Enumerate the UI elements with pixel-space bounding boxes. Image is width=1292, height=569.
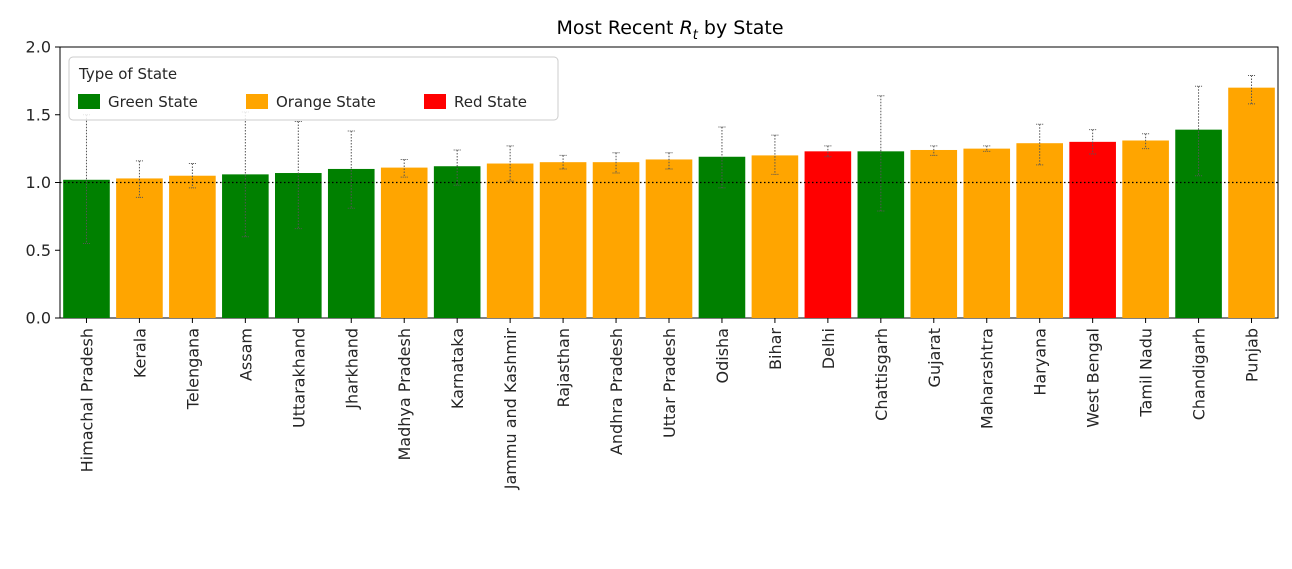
x-tick-label: Chandigarh [1190, 328, 1209, 420]
x-tick-label: Tamil Nadu [1137, 328, 1156, 418]
bar [804, 151, 852, 318]
bar [910, 149, 958, 318]
bar [327, 168, 375, 318]
x-tick-label: Punjab [1243, 328, 1262, 382]
bar [857, 151, 905, 318]
x-tick-label: Jharkhand [342, 328, 361, 410]
x-tick-label: Maharashtra [978, 328, 997, 429]
bar [751, 155, 799, 318]
bar [698, 156, 746, 318]
y-axis: 0.0 0.5 1.0 1.5 2.0 [26, 38, 60, 328]
bar [116, 178, 163, 318]
bars [63, 87, 1275, 319]
x-tick-label: Jammu and Kashmir [501, 328, 520, 491]
x-tick-label: West Bengal [1084, 328, 1103, 428]
bar [1122, 140, 1169, 318]
x-tick-label: Chattisgarh [872, 328, 891, 421]
y-tick-label: 2.0 [26, 38, 51, 57]
legend-swatch [246, 94, 268, 109]
bar [1228, 87, 1275, 319]
x-axis: Himachal Pradesh Kerala Telengana Assam Utta… [77, 318, 1262, 491]
y-tick-label: 1.5 [26, 105, 51, 124]
bar [1175, 129, 1222, 318]
bar [222, 174, 269, 318]
y-tick-label: 0.0 [26, 309, 51, 328]
x-tick-label: Assam [236, 328, 255, 381]
x-tick-label: Andhra Pradesh [607, 328, 626, 455]
x-tick-label: Bihar [766, 328, 785, 370]
bar [486, 163, 534, 318]
x-tick-label: Odisha [713, 328, 732, 383]
bar [433, 166, 481, 318]
x-tick-label: Himachal Pradesh [77, 328, 96, 472]
y-tick-label: 0.5 [26, 241, 51, 260]
x-tick-label: Gujarat [925, 328, 944, 387]
legend-label: Orange State [276, 93, 376, 111]
x-tick-label: Uttar Pradesh [660, 328, 679, 438]
bar [63, 179, 110, 318]
bar [592, 162, 640, 318]
bar [1016, 143, 1063, 318]
x-tick-label: Delhi [819, 328, 838, 369]
bar [963, 148, 1011, 318]
legend-label: Green State [108, 93, 198, 111]
legend: Type of State Green State Orange State Red … [68, 56, 559, 121]
x-tick-label: Kerala [130, 328, 149, 378]
x-tick-label: Uttarakhand [289, 328, 308, 428]
x-tick-label: Haryana [1031, 328, 1050, 396]
bar [645, 159, 693, 318]
legend-swatch [78, 94, 100, 109]
x-tick-label: Telengana [183, 328, 202, 410]
chart-title: Most Recent Rt by State [556, 17, 783, 43]
bar [380, 167, 428, 318]
bar [1069, 141, 1116, 318]
bar [169, 175, 216, 318]
x-tick-label: Karnataka [448, 328, 467, 409]
legend-label: Red State [454, 93, 527, 111]
bar [539, 162, 587, 318]
legend-title: Type of State [78, 65, 177, 83]
y-tick-label: 1.0 [26, 173, 51, 192]
x-tick-label: Rajasthan [554, 328, 573, 408]
error-bars [82, 74, 1256, 244]
legend-swatch [424, 94, 446, 109]
x-tick-label: Madhya Pradesh [395, 328, 414, 461]
